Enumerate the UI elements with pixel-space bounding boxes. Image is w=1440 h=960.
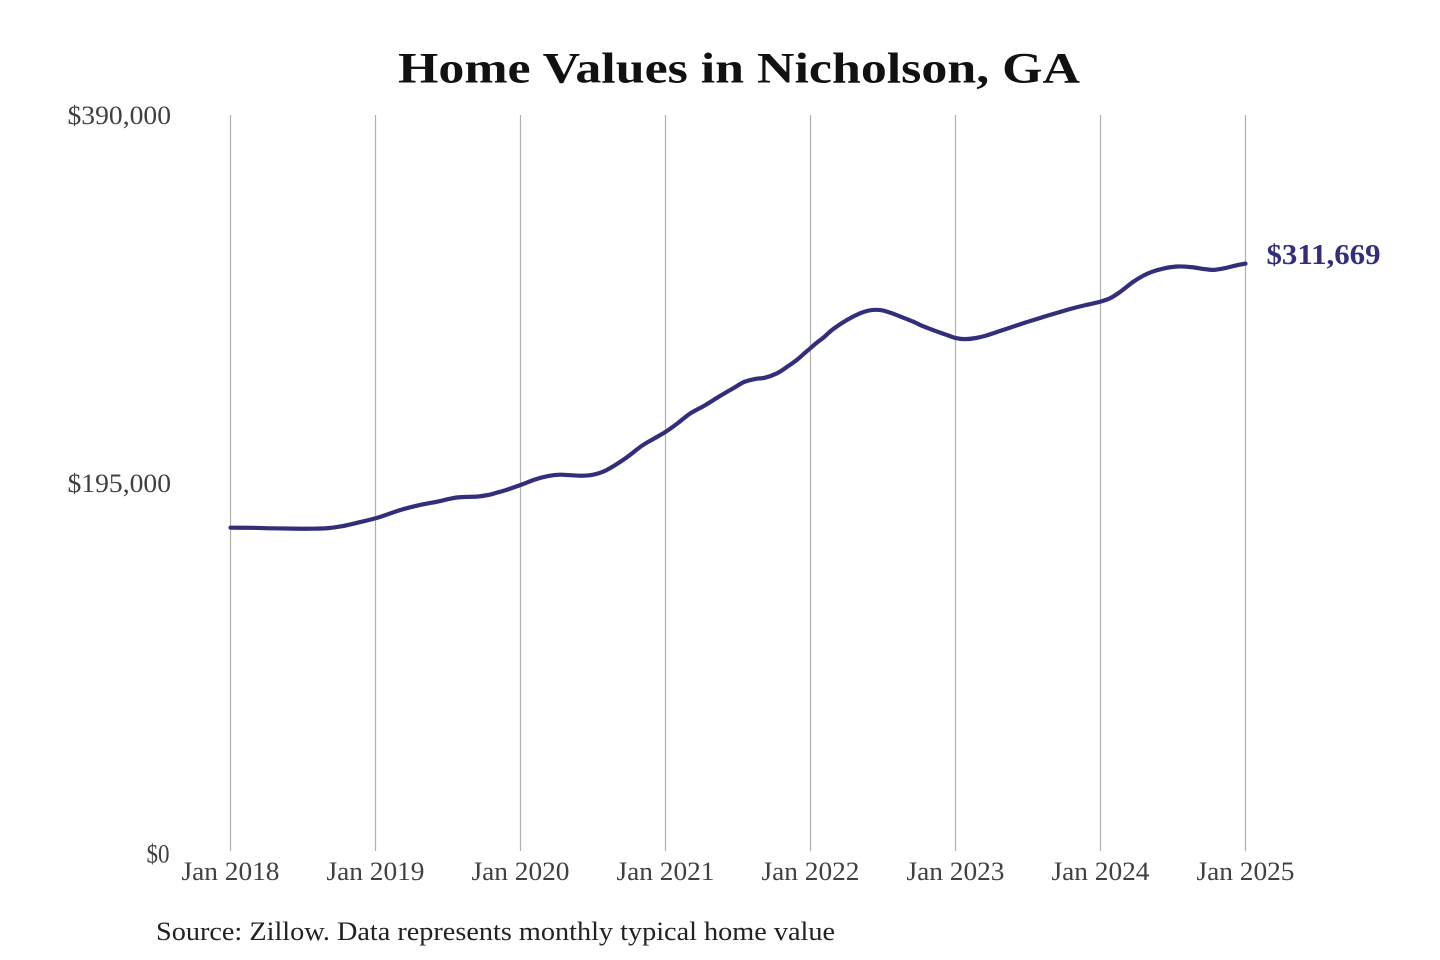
svg-text:Jan 2022: Jan 2022 [762, 857, 860, 886]
svg-text:Jan 2024: Jan 2024 [1052, 857, 1150, 886]
svg-text:Source: Zillow. Data represent: Source: Zillow. Data represents monthly … [156, 917, 835, 946]
svg-text:Jan 2021: Jan 2021 [617, 857, 715, 886]
svg-text:Jan 2025: Jan 2025 [1197, 857, 1295, 886]
svg-text:Jan 2018: Jan 2018 [182, 857, 280, 886]
svg-text:$311,669: $311,669 [1267, 239, 1381, 271]
svg-text:$0: $0 [147, 840, 170, 869]
svg-text:Jan 2020: Jan 2020 [472, 857, 570, 886]
svg-text:$390,000: $390,000 [68, 101, 172, 130]
svg-text:Jan 2023: Jan 2023 [907, 857, 1005, 886]
svg-text:$195,000: $195,000 [68, 469, 172, 498]
svg-text:Home Values in Nicholson, GA: Home Values in Nicholson, GA [398, 46, 1080, 93]
svg-text:Jan 2019: Jan 2019 [327, 857, 425, 886]
